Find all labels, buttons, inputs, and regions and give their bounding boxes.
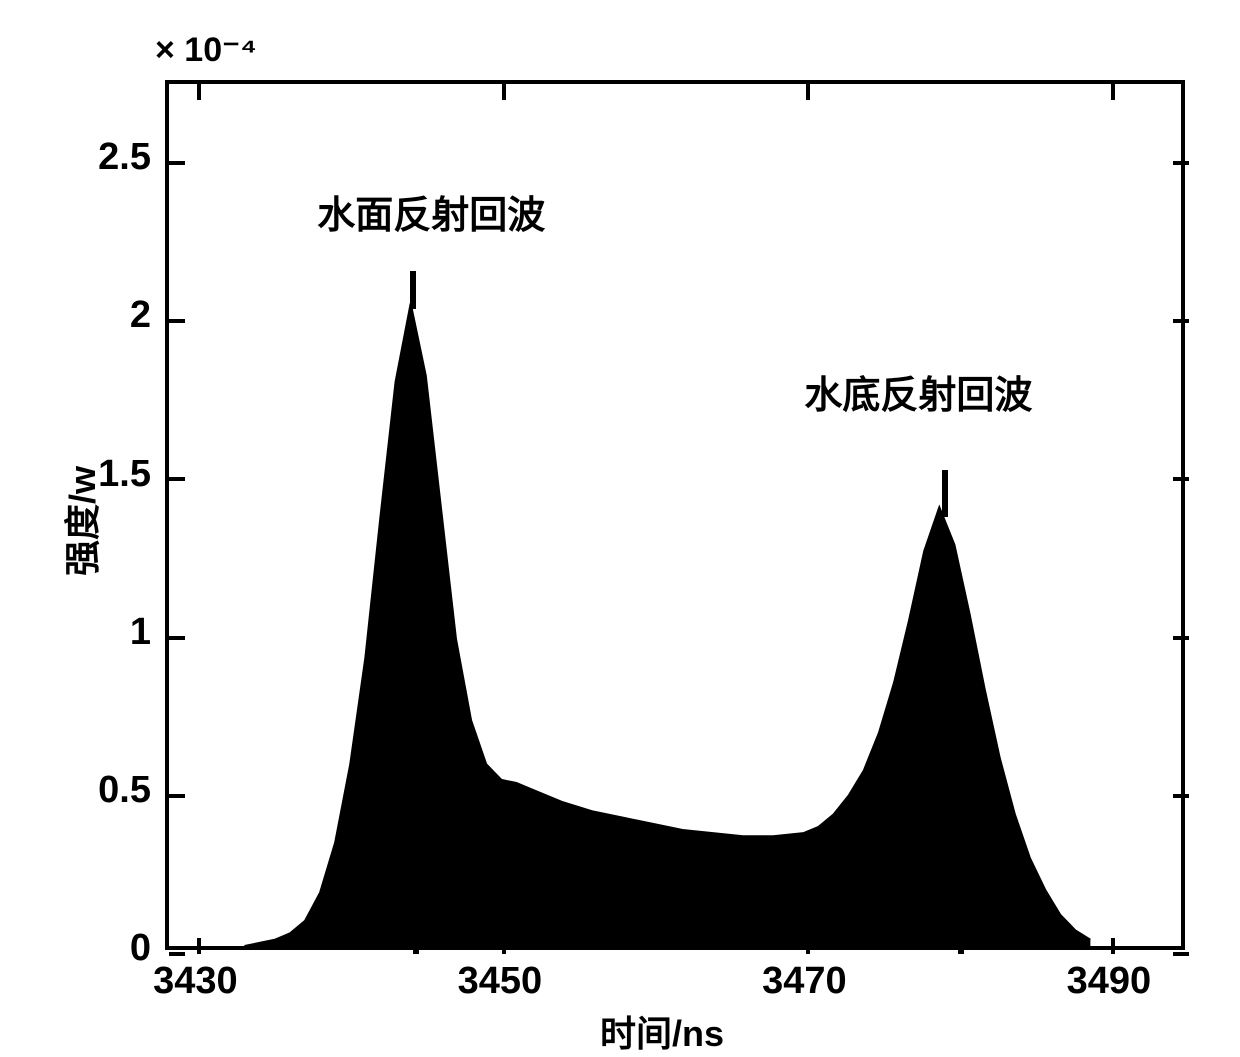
x-tick-label: 3450 xyxy=(440,960,560,1003)
annotation-marker xyxy=(410,271,416,309)
annotation-marker xyxy=(413,903,419,954)
y-tick xyxy=(1173,636,1189,640)
y-tick xyxy=(169,952,185,956)
y-axis-exponent: × 10⁻⁴ xyxy=(155,30,257,70)
x-tick xyxy=(806,84,810,100)
y-tick xyxy=(1173,477,1189,481)
y-tick xyxy=(1173,952,1189,956)
y-axis-label: 强度/w xyxy=(54,466,106,576)
y-tick xyxy=(1173,319,1189,323)
x-tick xyxy=(1111,84,1115,100)
x-tick-label: 3490 xyxy=(1049,960,1169,1003)
y-tick xyxy=(169,794,185,798)
x-tick xyxy=(197,84,201,100)
chart-annotation: 水面反射回波 xyxy=(317,184,545,239)
x-tick xyxy=(197,938,201,954)
x-tick xyxy=(806,938,810,954)
x-tick xyxy=(502,84,506,100)
x-tick xyxy=(1111,938,1115,954)
annotation-marker xyxy=(958,907,964,954)
y-tick xyxy=(169,636,185,640)
y-tick-label: 2.5 xyxy=(98,136,151,179)
y-tick-label: 2 xyxy=(130,294,151,337)
y-tick-label: 1.5 xyxy=(98,453,151,496)
chart-annotation: 水体后向散射 xyxy=(492,873,720,928)
annotation-marker xyxy=(942,470,948,517)
x-tick-label: 3430 xyxy=(135,960,255,1003)
x-tick-label: 3470 xyxy=(744,960,864,1003)
chart-annotation: 水底反射回波 xyxy=(804,364,1032,419)
y-tick xyxy=(169,161,185,165)
y-tick xyxy=(1173,161,1189,165)
x-axis-label: 时间/ns xyxy=(600,1005,724,1057)
lidar-echo-chart: × 10⁻⁴ 00.511.522.5 3430345034703490 强度/… xyxy=(0,0,1240,1055)
y-tick xyxy=(169,319,185,323)
y-tick xyxy=(169,477,185,481)
y-tick-label: 0.5 xyxy=(98,769,151,812)
x-tick xyxy=(502,938,506,954)
y-tick-label: 1 xyxy=(130,611,151,654)
y-tick xyxy=(1173,794,1189,798)
